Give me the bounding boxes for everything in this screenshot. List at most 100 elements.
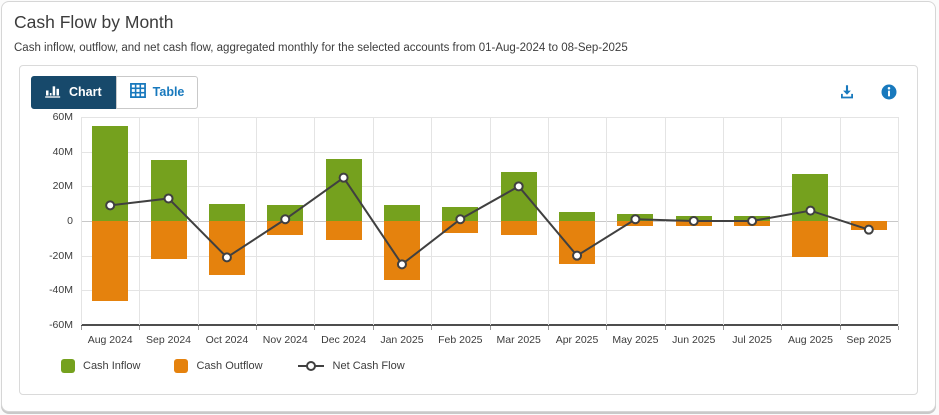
x-axis-tick — [372, 326, 374, 330]
net-cash-flow-point[interactable] — [747, 216, 758, 226]
net-cash-flow-point[interactable] — [630, 214, 641, 225]
legend-label-outflow: Cash Outflow — [196, 360, 263, 372]
x-axis-label: Oct 2024 — [205, 334, 249, 346]
toolbar-actions — [838, 83, 898, 101]
bar-cash-inflow[interactable] — [150, 160, 187, 221]
cash-flow-chart: 60M 40M 20M 0 -20M -40M -60M Aug 2024 Sep 2024 Oc… — [31, 111, 906, 353]
page-subtitle: Cash inflow, outflow, and net cash flow,… — [14, 42, 628, 54]
x-axis-label: Dec 2024 — [321, 334, 367, 346]
v-gridline — [664, 117, 666, 325]
bar-cash-outflow[interactable] — [792, 221, 829, 258]
bar-cash-outflow[interactable] — [208, 221, 245, 275]
v-gridline — [81, 117, 82, 325]
bar-cash-inflow[interactable] — [325, 158, 362, 221]
y-axis-label: -60M — [49, 319, 73, 331]
header: Cash Flow by Month Cash inflow, outflow,… — [2, 2, 935, 54]
v-gridline — [547, 117, 549, 325]
net-cash-flow-point[interactable] — [688, 216, 699, 226]
x-axis-tick — [489, 326, 491, 330]
inflow-swatch-icon — [61, 359, 75, 373]
legend-item-net-cash-flow[interactable]: Net Cash Flow — [297, 360, 405, 372]
x-axis-tick — [197, 326, 199, 330]
toolbar: Chart Table — [31, 75, 906, 109]
net-cash-flow-point[interactable] — [513, 181, 524, 192]
chart-panel: Chart Table — [19, 65, 918, 395]
x-axis-tick — [664, 326, 666, 330]
net-cash-flow-point[interactable] — [163, 193, 174, 204]
legend-label-inflow: Cash Inflow — [83, 360, 141, 372]
bar-cash-outflow[interactable] — [325, 221, 362, 241]
bar-cash-inflow[interactable] — [500, 172, 537, 221]
x-axis-label: May 2025 — [612, 334, 659, 346]
bar-cash-outflow[interactable] — [500, 221, 537, 235]
bar-cash-inflow[interactable] — [383, 205, 420, 221]
page-title: Cash Flow by Month — [14, 12, 174, 32]
download-button[interactable] — [838, 83, 856, 101]
v-gridline — [839, 117, 841, 325]
x-axis-tick — [81, 326, 82, 330]
table-grid-icon — [129, 83, 146, 101]
v-gridline — [197, 117, 199, 325]
y-axis-label: 60M — [52, 111, 73, 123]
x-axis-label: Sep 2024 — [146, 334, 192, 346]
bar-cash-inflow[interactable] — [208, 203, 245, 221]
download-icon — [838, 85, 856, 104]
x-axis-label: Sep 2025 — [846, 334, 892, 346]
info-button[interactable] — [880, 83, 898, 101]
tab-table-label: Table — [152, 85, 185, 99]
v-gridline — [489, 117, 491, 325]
tab-chart[interactable]: Chart — [31, 75, 116, 109]
y-axis-label: -40M — [49, 284, 73, 297]
bar-chart-icon — [45, 83, 62, 101]
v-gridline — [256, 117, 258, 325]
tab-chart-label: Chart — [69, 85, 102, 99]
bar-cash-outflow[interactable] — [92, 221, 129, 301]
x-axis-tick — [781, 326, 783, 330]
y-axis-label: 0 — [67, 215, 73, 227]
net-cash-flow-point[interactable] — [396, 259, 407, 270]
bar-cash-outflow[interactable] — [150, 221, 187, 260]
x-axis-line — [81, 324, 898, 326]
net-cash-flow-point[interactable] — [280, 214, 291, 225]
y-axis-label: -20M — [49, 249, 73, 262]
x-axis-tick — [839, 326, 841, 330]
info-icon — [880, 84, 898, 104]
legend-item-cash-inflow[interactable]: Cash Inflow — [61, 359, 140, 373]
x-axis-tick — [256, 326, 258, 330]
x-axis-label: Jun 2025 — [672, 334, 716, 346]
v-gridline — [606, 117, 608, 325]
net-cash-flow-point[interactable] — [338, 172, 349, 183]
net-cash-flow-point[interactable] — [221, 252, 232, 263]
v-gridline — [898, 117, 899, 325]
x-axis-tick — [606, 326, 608, 330]
tab-table[interactable]: Table — [115, 75, 199, 109]
bar-cash-inflow[interactable] — [559, 212, 596, 221]
x-axis-tick — [139, 326, 141, 330]
x-axis-label: Aug 2024 — [87, 334, 133, 346]
net-cash-flow-point[interactable] — [805, 205, 816, 216]
net-cash-flow-point[interactable] — [105, 200, 116, 211]
net-cash-flow-point[interactable] — [455, 214, 466, 225]
legend-item-cash-outflow[interactable]: Cash Outflow — [174, 359, 263, 373]
v-gridline — [722, 117, 724, 325]
x-axis-tick — [898, 326, 899, 330]
x-axis-tick — [722, 326, 724, 330]
v-gridline — [139, 117, 141, 325]
x-axis-label: Jan 2025 — [380, 334, 424, 346]
x-axis-tick — [431, 326, 433, 330]
x-axis-label: Mar 2025 — [496, 334, 541, 346]
x-axis-label: Nov 2024 — [262, 334, 308, 346]
v-gridline — [372, 117, 374, 325]
net-cash-flow-point[interactable] — [863, 224, 874, 235]
y-axis-label: 40M — [52, 145, 73, 158]
view-toggle: Chart Table — [31, 75, 199, 109]
x-axis-label: Feb 2025 — [438, 334, 483, 346]
net-cash-flow-point[interactable] — [572, 250, 583, 261]
chart-legend: Cash Inflow Cash Outflow Net Cash Flow — [61, 359, 906, 373]
x-axis-tick — [547, 326, 549, 330]
x-axis-label: Jul 2025 — [732, 334, 772, 346]
bar-cash-outflow[interactable] — [383, 221, 420, 280]
x-axis-label: Apr 2025 — [555, 334, 599, 346]
v-gridline — [314, 117, 316, 325]
x-axis-label: Aug 2025 — [787, 334, 833, 346]
